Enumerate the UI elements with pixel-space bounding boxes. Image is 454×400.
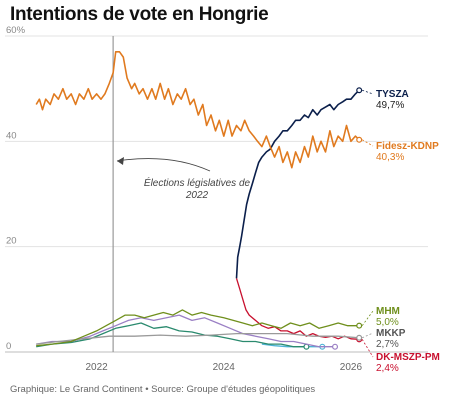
election-annotation: Élections législatives de 2022 — [116, 157, 251, 201]
x-tick-label: 2024 — [213, 362, 236, 373]
label-connector — [361, 139, 374, 147]
series-line-dk-mszp-pm — [235, 278, 360, 341]
series-name-fidesz-kdnp: Fidesz-KDNP — [376, 141, 439, 152]
series-line-6 — [36, 322, 307, 348]
y-tick-label: 60% — [6, 25, 26, 36]
chart-title: Intentions de vote en Hongrie — [10, 4, 269, 25]
label-connector — [362, 332, 374, 339]
annotation-line-1: Élections législatives de — [144, 176, 251, 189]
series-line-5 — [36, 314, 335, 348]
series-value-mhm: 5,0% — [376, 317, 399, 328]
x-tick-label: 2026 — [340, 362, 363, 373]
series-name-tysza: TYSZA — [376, 89, 409, 100]
y-tick-label: 0 — [6, 341, 11, 352]
end-point-mhm — [356, 322, 363, 329]
series-line-tysza — [235, 89, 360, 279]
series-value-mkkp: 2,7% — [376, 339, 399, 350]
series-line-mhm — [36, 309, 360, 347]
series-value-fidesz-kdnp: 40,3% — [376, 152, 404, 163]
annotation-arrowhead — [117, 157, 124, 165]
end-point-5 — [332, 343, 339, 350]
series-line-mkkp — [36, 332, 360, 345]
series-name-dk-mszp-pm: DK-MSZP-PM — [376, 352, 440, 363]
x-axis-ticks: 2022 2024 2026 — [85, 362, 362, 373]
x-tick-label: 2022 — [85, 362, 108, 373]
annotation-arrow — [116, 158, 211, 172]
source-note: Graphique: Le Grand Continent • Source: … — [10, 384, 316, 395]
series-value-tysza: 49,7% — [376, 100, 404, 111]
y-tick-label: 40 — [6, 130, 17, 141]
end-point-tysza — [356, 87, 363, 94]
label-connector — [361, 310, 374, 326]
end-point-mkkp — [356, 334, 363, 341]
series-name-mkkp: MKKP — [376, 328, 406, 339]
series-value-dk-mszp-pm: 2,4% — [376, 363, 399, 374]
label-connector — [362, 89, 374, 95]
series-layer — [35, 51, 363, 350]
series-name-mhm: MHM — [376, 306, 400, 317]
series-line-fidesz-kdnp — [35, 51, 360, 169]
gridlines — [5, 35, 428, 353]
y-tick-label: 20 — [6, 236, 17, 247]
annotation-line-2: 2022 — [185, 190, 209, 201]
label-connector — [361, 339, 374, 358]
y-axis-ticks: 0 20 40 60% — [6, 25, 26, 352]
end-point-fidesz-kdnp — [356, 136, 363, 143]
